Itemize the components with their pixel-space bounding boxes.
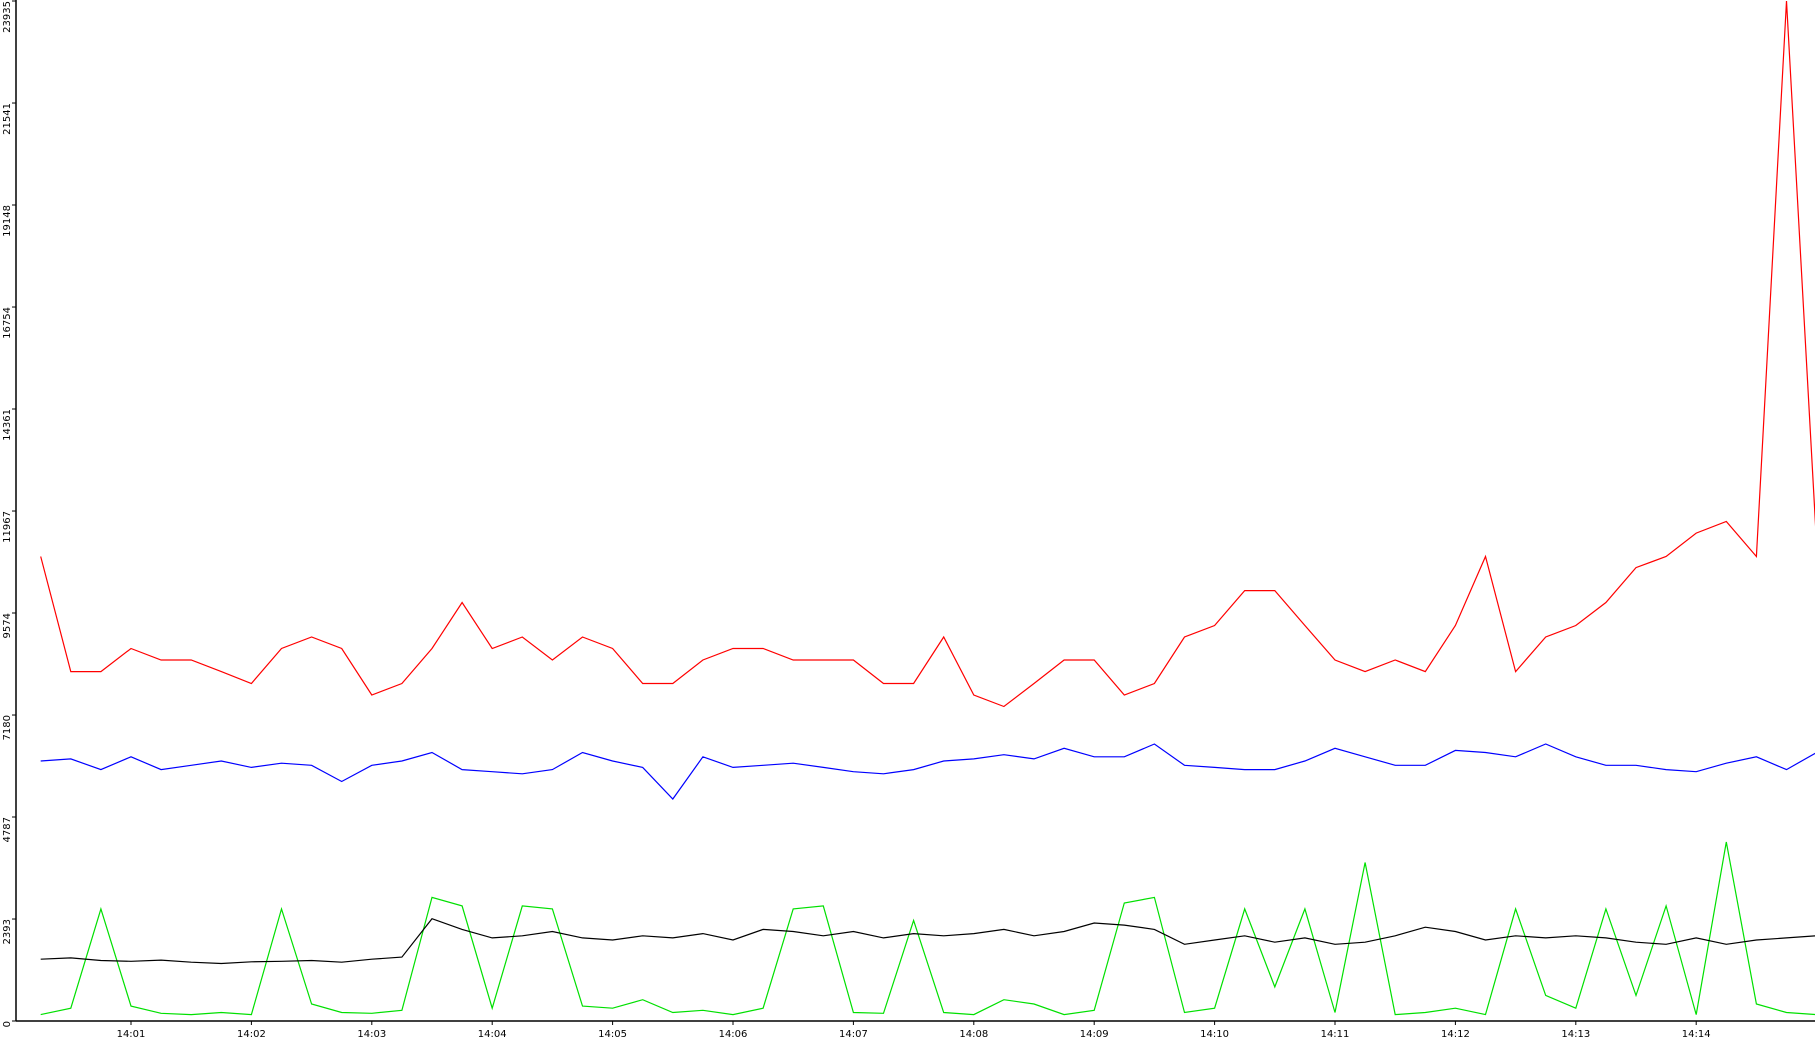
- series-line: [40, 917, 1815, 965]
- x-tick-label: 14:03: [357, 1029, 386, 1039]
- x-tick-label: 14:06: [719, 1029, 748, 1039]
- x-tick-label: 14:12: [1441, 1029, 1470, 1039]
- y-tick-label: 14361: [2, 409, 13, 441]
- y-tick-label: 11967: [2, 511, 13, 543]
- y-tick-label: 0: [2, 1021, 13, 1027]
- x-tick-label: 14:08: [959, 1029, 988, 1039]
- x-tick-label: 14:04: [478, 1029, 507, 1039]
- y-tick-label: 21541: [2, 103, 13, 135]
- y-tick-label: 2393: [2, 919, 13, 944]
- x-tick-label: 14:13: [1561, 1029, 1590, 1039]
- x-tick-label: 14:02: [237, 1029, 266, 1039]
- x-tick-label: 14:09: [1080, 1029, 1109, 1039]
- y-tick-label: 23935: [2, 1, 13, 33]
- y-tick-label: 16754: [2, 307, 13, 339]
- x-tick-label: 14:10: [1200, 1029, 1229, 1039]
- series-line: [40, 841, 1815, 1016]
- x-tick-label: 14:05: [598, 1029, 627, 1039]
- y-tick-label: 7180: [2, 715, 13, 740]
- series-line: [40, 0, 1815, 708]
- y-tick-label: 19148: [2, 205, 13, 237]
- series-line: [40, 743, 1815, 800]
- x-tick-label: 14:01: [117, 1029, 146, 1039]
- y-tick-label: 4787: [2, 817, 13, 842]
- x-tick-label: 14:07: [839, 1029, 868, 1039]
- x-tick-label: 14:11: [1321, 1029, 1350, 1039]
- x-tick-label: 14:14: [1682, 1029, 1711, 1039]
- y-tick-label: 9574: [2, 613, 13, 638]
